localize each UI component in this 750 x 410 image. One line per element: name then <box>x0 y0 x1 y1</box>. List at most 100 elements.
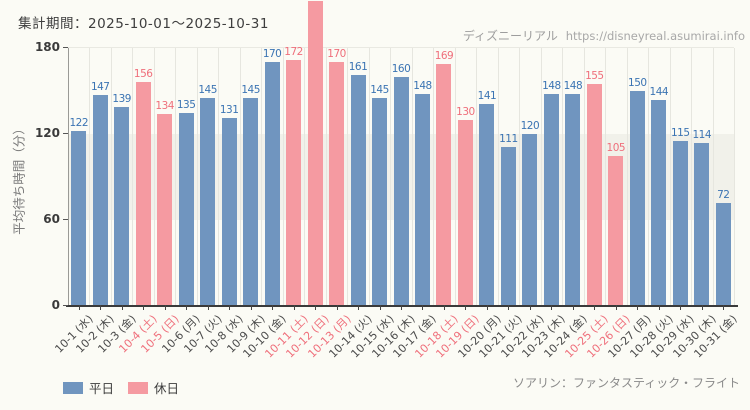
bar-10-7 <box>200 98 216 306</box>
bar-10-4 <box>135 82 151 306</box>
bar-10-21 <box>500 146 516 306</box>
bar-10-24 <box>565 93 581 306</box>
gridline <box>153 48 155 306</box>
x-axis-tick <box>315 305 317 310</box>
bar-value-label: 172 <box>284 45 303 58</box>
legend-label-holiday: 休日 <box>154 381 180 396</box>
bar-value-label: 144 <box>649 85 669 98</box>
site-watermark: ディズニーリアル https://disneyreal.asumirai.inf… <box>463 27 745 44</box>
bar-10-28 <box>651 99 667 306</box>
bar-value-label: 161 <box>348 61 368 74</box>
gridline <box>583 48 585 306</box>
gridline <box>433 48 435 306</box>
bar-value-label: 145 <box>241 84 260 97</box>
x-axis-tick <box>401 305 402 310</box>
x-axis-tick <box>637 305 639 310</box>
bar-value-label: 145 <box>370 84 389 97</box>
gridline <box>218 48 220 306</box>
gridline <box>411 48 413 306</box>
bar-value-label: 170 <box>327 48 346 61</box>
bar-value-label: 111 <box>499 132 518 145</box>
gridline <box>562 48 564 306</box>
bar-value-label: 105 <box>606 141 626 154</box>
x-axis-tick <box>443 305 445 310</box>
bar-value-label: 139 <box>112 92 131 105</box>
y-axis-line <box>68 48 69 306</box>
bar-value-label: 147 <box>90 81 110 94</box>
x-axis-tick <box>529 305 531 310</box>
bar-value-label: 114 <box>692 128 712 141</box>
x-axis-tick <box>186 305 188 310</box>
x-axis-tick <box>207 305 209 310</box>
gridline <box>669 48 671 306</box>
bar-value-label: 130 <box>456 105 475 118</box>
gridline <box>497 48 499 306</box>
bar-value-label: 169 <box>434 49 454 62</box>
bar-10-5 <box>157 113 173 306</box>
bar-10-31 <box>715 202 731 306</box>
legend-swatch-holiday <box>128 381 149 394</box>
y-axis-tick <box>63 305 68 306</box>
x-axis-tick <box>143 305 145 310</box>
bar-10-26 <box>608 155 624 306</box>
y-axis-tick <box>63 219 68 220</box>
gridline <box>540 48 542 306</box>
gridline <box>110 48 112 306</box>
legend-swatch-weekday <box>63 381 83 394</box>
bar-10-3 <box>114 106 130 306</box>
bar-value-label: 72 <box>717 188 730 201</box>
attraction-name: ソアリン：ファンタスティック・フライト <box>512 376 740 390</box>
y-axis-title: 平均待ち時間（分） <box>11 122 27 235</box>
x-axis-tick <box>164 305 166 310</box>
x-axis-tick <box>121 305 123 310</box>
x-axis-tick <box>100 305 102 310</box>
bar-value-label: 145 <box>198 84 217 97</box>
bar-10-30 <box>694 142 710 306</box>
report-period-title: 集計期間：2025-10-01～2025-10-31 <box>18 16 269 32</box>
legend: 平日 休日 <box>63 378 179 397</box>
gridline <box>605 48 607 306</box>
bar-10-14 <box>350 75 366 306</box>
gridline <box>347 48 349 306</box>
legend-item-holiday: 休日 <box>128 378 179 397</box>
x-axis-tick <box>508 305 510 310</box>
x-axis-tick <box>723 305 725 310</box>
gridline <box>239 48 241 306</box>
bar-value-label: 148 <box>413 79 432 92</box>
site-url: https://disneyreal.asumirai.info <box>565 29 745 43</box>
bar-value-label: 134 <box>155 99 174 112</box>
bar-value-label: 150 <box>628 77 647 89</box>
x-axis-tick <box>229 305 231 310</box>
y-axis-tick-label: 180 <box>34 40 60 54</box>
bar-10-13 <box>329 62 345 306</box>
bar-value-label: 156 <box>133 68 153 81</box>
y-axis-tick <box>63 133 68 134</box>
x-axis-tick <box>701 305 703 310</box>
bar-10-11 <box>286 59 302 306</box>
gridline <box>325 48 327 306</box>
y-axis-tick-label: 120 <box>34 126 60 140</box>
gridline <box>734 48 735 306</box>
bar-10-9 <box>243 98 259 306</box>
bar-value-label: 148 <box>542 79 561 92</box>
bar-10-22 <box>522 134 538 306</box>
gridline <box>519 48 521 306</box>
bar-value-label: 120 <box>520 120 540 132</box>
gridline <box>454 48 456 306</box>
x-axis-tick <box>658 305 660 310</box>
bar-10-18 <box>436 63 452 306</box>
x-axis-line <box>66 305 738 307</box>
bar-10-27 <box>629 91 645 306</box>
bar-10-20 <box>479 103 495 306</box>
gridline <box>476 48 478 306</box>
bar-value-label: 148 <box>563 79 583 92</box>
bar-10-16 <box>393 76 409 306</box>
bar-10-15 <box>372 98 388 306</box>
bar-value-label: 170 <box>262 48 282 61</box>
bar-value-label: 131 <box>219 104 239 117</box>
x-axis-tick <box>615 305 617 310</box>
plot-area: 122 147 139 156 134 135 145 131 145 170 172 170 161 1… <box>68 1 735 306</box>
x-axis-tick <box>572 305 574 310</box>
bar-value-label: 122 <box>69 117 89 130</box>
